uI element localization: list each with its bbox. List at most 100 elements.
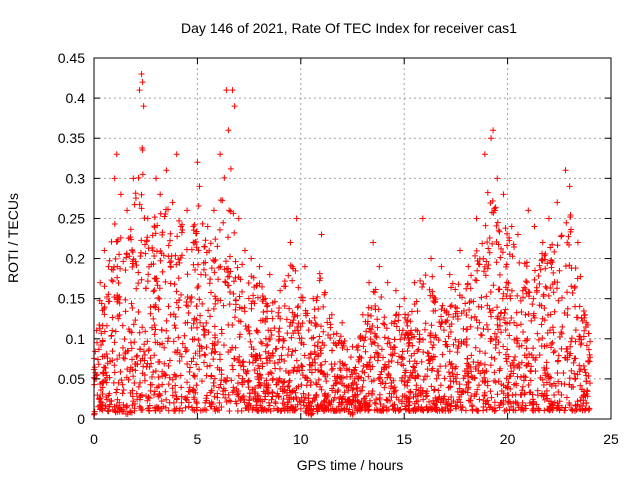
data-point [259,340,266,347]
data-point [304,405,311,412]
data-point [322,404,329,411]
data-point [135,383,142,390]
data-point [182,319,189,326]
data-point [322,289,329,296]
data-point [503,358,510,365]
data-point [292,347,299,354]
data-point [232,297,239,304]
data-point [203,392,210,399]
data-point [168,258,175,265]
data-point [472,344,479,351]
data-point [192,238,199,245]
data-point [427,292,434,299]
data-point [505,379,512,386]
data-point [197,319,204,326]
data-point [275,377,282,384]
data-point [153,248,160,255]
data-point [312,359,319,366]
data-point [129,366,136,373]
data-point [361,395,368,402]
data-point [178,393,185,400]
data-point [585,372,592,379]
data-point [169,376,176,383]
data-point [442,341,449,348]
data-point [500,290,507,297]
data-point [134,396,141,403]
data-point [380,402,387,409]
data-point [116,300,123,307]
data-point [248,305,255,312]
data-point [402,369,409,376]
data-point [191,315,198,322]
data-point [562,263,569,270]
peak-point [566,183,573,190]
data-point [478,304,485,311]
data-point [482,272,489,279]
data-point [477,370,484,377]
data-point [527,367,534,374]
data-point [544,330,551,337]
data-point [109,348,116,355]
data-point [481,379,488,386]
data-point [491,399,498,406]
data-point [566,402,573,409]
peak-point [525,207,532,214]
data-point [432,394,439,401]
data-point [295,383,302,390]
data-point [201,243,208,250]
plot-frame [93,57,612,420]
data-point [429,344,436,351]
data-point [387,351,394,358]
data-point [485,401,492,408]
data-point [574,314,581,321]
data-point [222,258,229,265]
data-point [366,406,373,413]
data-point [465,385,472,392]
data-point [564,345,571,352]
data-point [279,344,286,351]
data-point [467,323,474,330]
data-point [289,348,296,355]
data-point [465,397,472,404]
data-point [500,390,507,397]
peak-point [204,223,211,230]
data-point [285,272,292,279]
data-point [259,317,266,324]
data-point [491,207,498,214]
data-point [164,338,171,345]
data-point [469,403,476,410]
peak-point [554,199,561,206]
data-point [153,278,160,285]
data-point [311,314,318,321]
data-point [149,232,156,239]
data-point [443,309,450,316]
data-point [191,221,198,228]
data-point [476,261,483,268]
data-point [514,400,521,407]
data-point [249,359,256,366]
data-point [221,278,228,285]
data-point [133,390,140,397]
data-point [128,329,135,336]
data-point [303,374,310,381]
data-point [165,381,172,388]
data-point [530,295,537,302]
data-point [495,378,502,385]
data-point [329,347,336,354]
data-point [178,399,185,406]
data-point [182,404,189,411]
data-point [324,319,331,326]
data-point [211,332,218,339]
peak-point [231,103,238,110]
data-point [140,363,147,370]
peak-point [473,215,480,222]
data-point [235,372,242,379]
data-point [291,311,298,318]
data-point [251,384,258,391]
data-point [226,273,233,280]
data-point [200,407,207,414]
data-point [333,380,340,387]
data-point [215,264,222,271]
data-point [510,407,517,414]
data-point [395,317,402,324]
